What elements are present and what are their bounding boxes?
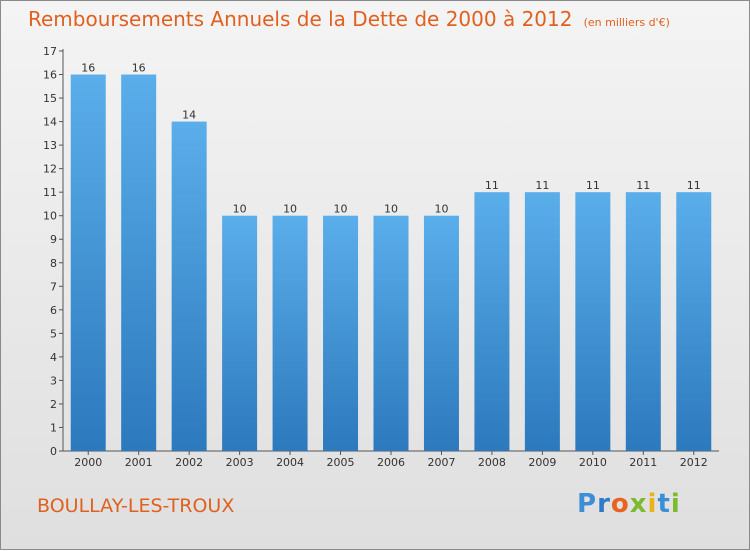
bar — [524, 192, 560, 452]
chart-unit: (en milliers d'€) — [583, 16, 670, 29]
y-tick-label: 8 — [50, 257, 57, 270]
bar — [70, 74, 106, 451]
bar — [222, 215, 258, 451]
x-tick-label: 2000 — [74, 456, 102, 469]
logo-letter: r — [597, 489, 611, 519]
x-tick-label: 2012 — [680, 456, 708, 469]
proxiti-logo[interactable]: Proxiti — [577, 489, 681, 519]
y-tick-label: 14 — [43, 116, 57, 129]
bar-value-label: 11 — [636, 179, 650, 192]
x-tick-label: 2009 — [528, 456, 556, 469]
x-tick-label: 2002 — [175, 456, 203, 469]
x-tick-label: 2004 — [276, 456, 304, 469]
bar-value-label: 10 — [334, 203, 348, 216]
bar-value-label: 10 — [283, 203, 297, 216]
bars — [70, 74, 712, 452]
y-tick-label: 4 — [50, 351, 57, 364]
y-tick-label: 16 — [43, 69, 57, 82]
logo-letter: i — [647, 489, 658, 519]
x-tick-label: 2011 — [629, 456, 657, 469]
bar — [373, 215, 409, 451]
y-tick-label: 15 — [43, 92, 57, 105]
bar-value-label: 11 — [586, 179, 600, 192]
bar — [625, 192, 661, 452]
chart-title-line: Remboursements Annuels de la Dette de 20… — [28, 7, 670, 31]
bar — [272, 215, 308, 451]
y-tick-label: 2 — [50, 398, 57, 411]
logo-letter: o — [610, 489, 630, 519]
bar — [121, 74, 157, 451]
bar-value-label: 10 — [384, 203, 398, 216]
bar-value-label: 10 — [434, 203, 448, 216]
bar — [676, 192, 712, 452]
bar — [171, 121, 207, 452]
logo-letter: i — [670, 489, 681, 519]
commune-name: BOULLAY-LES-TROUX — [37, 495, 235, 517]
x-tick-label: 2008 — [478, 456, 506, 469]
y-tick-label: 9 — [50, 233, 57, 246]
bar-value-label: 16 — [132, 62, 146, 75]
logo-letter: x — [629, 489, 648, 519]
x-tick-label: 2010 — [579, 456, 607, 469]
logo-letter: t — [657, 489, 671, 519]
y-tick-label: 1 — [50, 421, 57, 434]
y-tick-label: 17 — [43, 45, 57, 58]
bar-value-label: 10 — [233, 203, 247, 216]
bar-value-label: 11 — [687, 179, 701, 192]
bar — [575, 192, 611, 452]
x-tick-label: 2001 — [125, 456, 153, 469]
x-tick-label: 2006 — [377, 456, 405, 469]
x-tick-label: 2007 — [427, 456, 455, 469]
y-tick-label: 3 — [50, 374, 57, 387]
x-tick-label: 2003 — [226, 456, 254, 469]
x-tick-label: 2005 — [327, 456, 355, 469]
y-tick-label: 12 — [43, 163, 57, 176]
bar-value-label: 14 — [182, 109, 196, 122]
y-tick-label: 6 — [50, 304, 57, 317]
labels: 16 2000 16 2001 14 2002 10 2003 10 2004 10 2005 10 20… — [74, 62, 708, 469]
bar — [323, 215, 359, 451]
bar-value-label: 16 — [81, 62, 95, 75]
y-tick-label: 5 — [50, 327, 57, 340]
bar-value-label: 11 — [535, 179, 549, 192]
chart-title: Remboursements Annuels de la Dette de 20… — [28, 7, 573, 31]
y-tick-label: 0 — [50, 445, 57, 458]
y-tick-label: 11 — [43, 186, 57, 199]
logo-letter: P — [577, 489, 598, 519]
bar — [423, 215, 459, 451]
y-tick-label: 7 — [50, 280, 57, 293]
y-tick-label: 10 — [43, 210, 57, 223]
y-tick-label: 13 — [43, 139, 57, 152]
bar — [474, 192, 510, 452]
bar-value-label: 11 — [485, 179, 499, 192]
